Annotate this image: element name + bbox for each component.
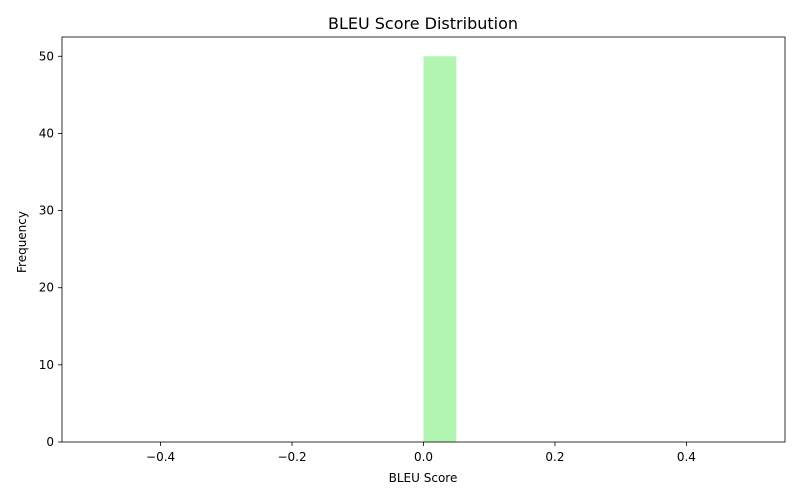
y-tick-label: 0: [46, 435, 54, 449]
x-axis-ticks: −0.4 −0.2 0.0 0.2 0.4: [146, 442, 696, 464]
plot-area: [61, 36, 786, 443]
y-axis-ticks: 0 10 20 30 40 50: [39, 49, 62, 449]
histogram-bar-0: [423, 56, 457, 443]
bars-group: [423, 56, 457, 443]
x-tick-label: 0.0: [414, 450, 433, 464]
y-tick-label: 10: [39, 358, 54, 372]
x-tick-label: −0.2: [277, 450, 306, 464]
y-tick-label: 50: [39, 49, 54, 63]
y-axis-label: Frequency: [15, 211, 29, 273]
y-tick-label: 20: [39, 281, 54, 295]
x-tick-label: −0.4: [146, 450, 175, 464]
x-tick-label: 0.2: [545, 450, 564, 464]
y-tick-label: 30: [39, 204, 54, 218]
y-tick-label: 40: [39, 126, 54, 140]
x-tick-label: 0.4: [677, 450, 696, 464]
x-axis-label: BLEU Score: [389, 471, 458, 485]
chart-title: BLEU Score Distribution: [328, 14, 518, 33]
